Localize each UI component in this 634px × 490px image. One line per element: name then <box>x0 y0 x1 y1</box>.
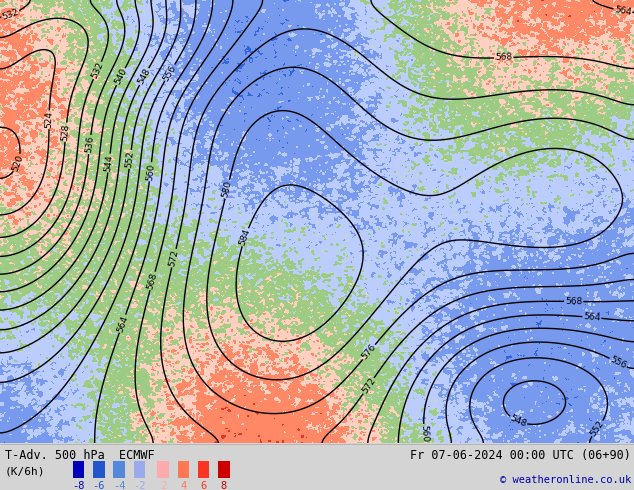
Text: -8: -8 <box>72 481 85 490</box>
Bar <box>93 461 105 478</box>
Text: 576: 576 <box>360 343 378 362</box>
Bar <box>134 461 145 478</box>
Bar <box>157 461 169 478</box>
Text: 564: 564 <box>583 312 601 323</box>
Text: 4: 4 <box>180 481 186 490</box>
Text: Fr 07-06-2024 00:00 UTC (06+90): Fr 07-06-2024 00:00 UTC (06+90) <box>410 449 631 462</box>
Text: 520: 520 <box>11 153 25 172</box>
Text: 6: 6 <box>200 481 207 490</box>
Text: 524: 524 <box>44 111 54 128</box>
Bar <box>198 461 209 478</box>
Text: 552: 552 <box>125 150 136 169</box>
Text: 548: 548 <box>508 414 527 429</box>
Bar <box>73 461 84 478</box>
Text: 552: 552 <box>589 419 606 438</box>
Text: 532: 532 <box>1 8 20 22</box>
Text: 572: 572 <box>360 376 377 395</box>
Text: 548: 548 <box>136 67 152 86</box>
Text: 568: 568 <box>495 53 512 63</box>
Text: -4: -4 <box>113 481 126 490</box>
Text: 560: 560 <box>419 425 429 442</box>
Text: 564: 564 <box>614 5 632 17</box>
Text: 2: 2 <box>160 481 166 490</box>
Text: © weatheronline.co.uk: © weatheronline.co.uk <box>500 475 631 485</box>
Text: 580: 580 <box>221 180 233 199</box>
Text: 584: 584 <box>238 227 252 247</box>
Text: 528: 528 <box>61 123 71 141</box>
Text: 564: 564 <box>115 314 129 333</box>
Text: -2: -2 <box>133 481 146 490</box>
Text: (K/6h): (K/6h) <box>5 466 46 476</box>
Text: 556: 556 <box>162 63 178 83</box>
Text: 540: 540 <box>113 67 129 86</box>
Bar <box>218 461 230 478</box>
Text: 568: 568 <box>146 271 159 291</box>
Text: 544: 544 <box>103 154 115 172</box>
Text: 560: 560 <box>145 163 156 181</box>
Text: 568: 568 <box>565 297 582 306</box>
Bar <box>178 461 189 478</box>
Bar <box>113 461 125 478</box>
Text: 8: 8 <box>221 481 227 490</box>
Text: 536: 536 <box>84 135 95 153</box>
Text: 572: 572 <box>167 249 180 268</box>
Text: 532: 532 <box>90 61 105 80</box>
Text: -6: -6 <box>93 481 105 490</box>
Text: T-Adv. 500 hPa  ECMWF: T-Adv. 500 hPa ECMWF <box>5 449 155 462</box>
Text: 556: 556 <box>609 355 628 371</box>
